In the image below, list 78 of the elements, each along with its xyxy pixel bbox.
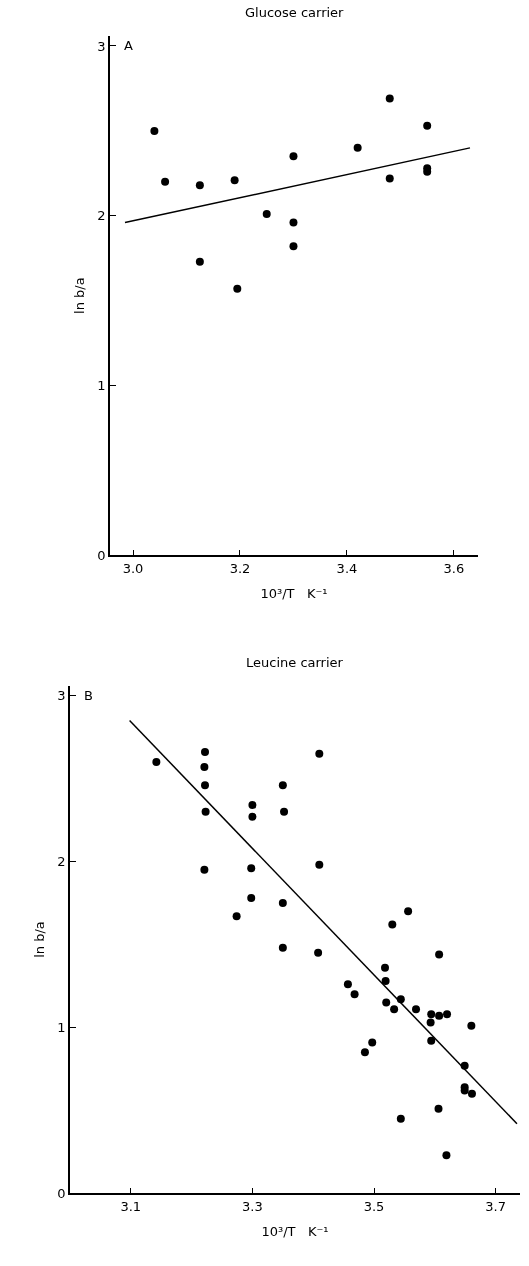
y-axis-title: ln b/a	[31, 921, 47, 958]
point	[360, 1048, 369, 1057]
point	[385, 174, 394, 183]
point	[262, 210, 271, 219]
y-tick-label: 3	[57, 688, 66, 704]
point	[435, 1011, 444, 1020]
point	[247, 894, 256, 903]
point	[350, 990, 359, 999]
point	[201, 748, 209, 757]
point	[381, 977, 390, 986]
point	[434, 1104, 443, 1113]
x-tick-label: 3.2	[229, 560, 251, 576]
point	[195, 257, 204, 266]
point	[385, 94, 394, 103]
point	[368, 1038, 377, 1047]
y-tick-label: 1	[57, 1020, 66, 1036]
y-tick-label: 2	[97, 208, 106, 224]
x-axis-title: 10³/T K⁻¹	[260, 585, 328, 601]
point	[423, 121, 432, 130]
point	[467, 1021, 476, 1030]
point	[315, 860, 324, 869]
chart-title: Leucine carrier	[246, 655, 344, 670]
point	[412, 1005, 421, 1014]
point	[427, 1010, 436, 1019]
annotation: A	[124, 38, 133, 53]
point	[232, 912, 241, 921]
point	[315, 749, 324, 758]
x-tick-label: 3.7	[485, 1198, 507, 1214]
point	[248, 801, 257, 810]
x-axis-title: 10³/T K⁻¹	[261, 1223, 329, 1239]
point	[289, 152, 298, 161]
point	[200, 762, 209, 771]
point	[248, 812, 257, 821]
point	[289, 218, 298, 227]
point	[381, 963, 389, 972]
point	[353, 143, 362, 152]
point	[427, 1036, 436, 1045]
point	[314, 948, 323, 957]
point	[233, 284, 242, 293]
x-tick-label: 3.5	[363, 1198, 385, 1214]
point	[382, 998, 391, 1007]
point	[278, 781, 287, 790]
point	[201, 781, 209, 790]
x-tick-label: 3.0	[122, 560, 144, 576]
y-tick-label: 3	[97, 38, 106, 54]
y-tick-label: 1	[97, 378, 106, 394]
x-tick-label: 3.4	[336, 560, 358, 576]
y-tick-label: 0	[97, 548, 106, 564]
point	[289, 242, 298, 251]
x-tick-label: 3.3	[242, 1198, 263, 1214]
point	[343, 980, 352, 989]
point	[388, 920, 397, 929]
point	[396, 1114, 405, 1123]
point	[195, 181, 204, 190]
y-axis-title: ln b/a	[71, 277, 87, 314]
point	[150, 126, 159, 135]
point	[426, 1018, 435, 1027]
point	[278, 943, 287, 952]
point	[443, 1010, 452, 1019]
point	[201, 807, 210, 816]
point	[230, 176, 239, 185]
y-tick-label: 2	[57, 854, 66, 870]
point	[442, 1151, 451, 1160]
point	[161, 177, 170, 186]
point	[435, 950, 444, 959]
point	[278, 899, 287, 908]
point	[247, 864, 256, 873]
x-tick-label: 3.6	[443, 560, 465, 576]
point	[404, 907, 413, 916]
point	[200, 865, 209, 874]
chart-title: Glucose carrier	[245, 5, 345, 20]
x-tick-label: 3.1	[120, 1198, 142, 1214]
point	[280, 807, 289, 816]
y-tick-label: 0	[57, 1185, 66, 1201]
point	[467, 1089, 476, 1098]
point	[390, 1005, 399, 1014]
point	[152, 757, 161, 766]
annotation: B	[84, 688, 93, 703]
